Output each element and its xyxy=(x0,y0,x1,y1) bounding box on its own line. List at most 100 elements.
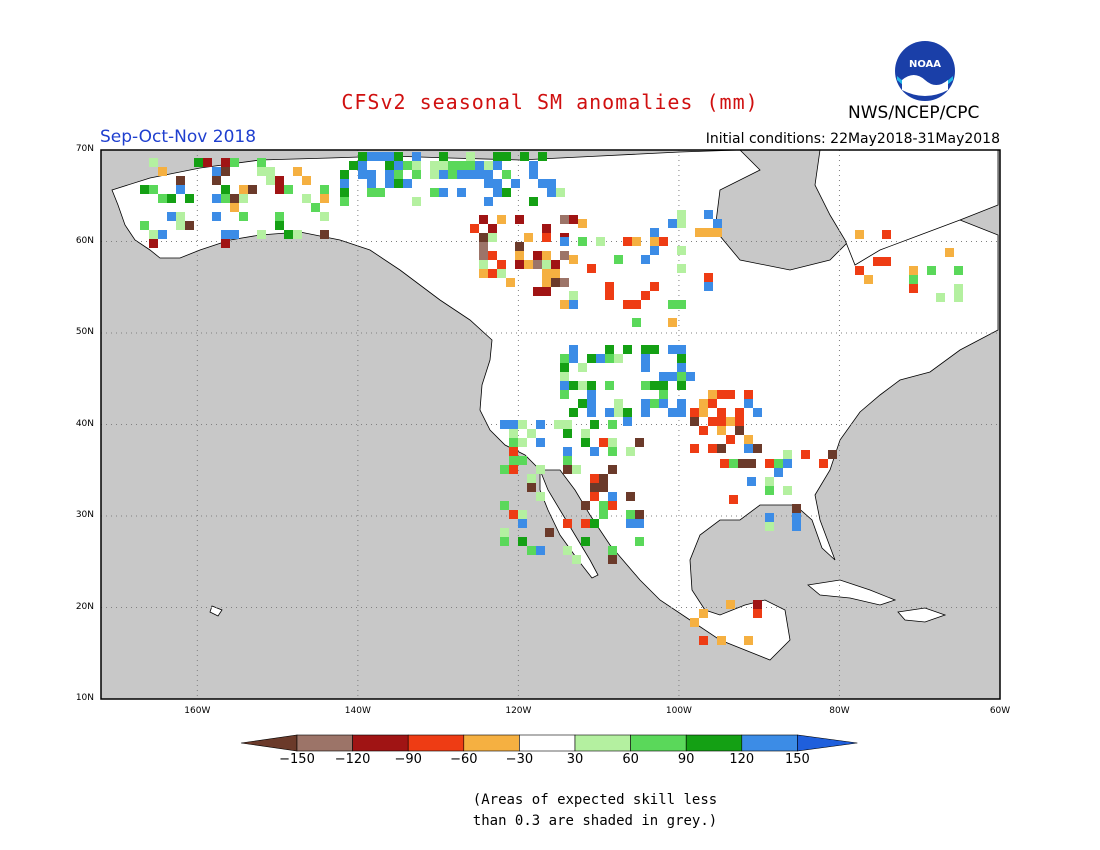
anomaly-cell xyxy=(527,546,536,555)
anomaly-cell xyxy=(542,269,551,278)
anomaly-cell xyxy=(533,251,542,260)
anomaly-cell xyxy=(560,215,569,224)
anomaly-cell xyxy=(578,381,587,390)
anomaly-cell xyxy=(590,519,599,528)
anomaly-cell xyxy=(569,300,578,309)
anomaly-cell xyxy=(753,408,762,417)
anomaly-cell xyxy=(605,282,614,291)
colorbar-tick-label: −30 xyxy=(505,752,534,767)
colorbar-bin xyxy=(797,734,858,752)
anomaly-cell xyxy=(578,399,587,408)
anomaly-cell xyxy=(720,459,729,468)
anomaly-cell xyxy=(608,420,617,429)
anomaly-cell xyxy=(140,185,149,194)
anomaly-cell xyxy=(599,474,608,483)
anomaly-cell xyxy=(484,197,493,206)
colorbar-bin xyxy=(407,734,465,752)
anomaly-cell xyxy=(430,188,439,197)
anomaly-cell xyxy=(140,221,149,230)
anomaly-cell xyxy=(266,176,275,185)
anomaly-cell xyxy=(457,161,466,170)
anomaly-cell xyxy=(873,257,882,266)
anomaly-cell xyxy=(569,354,578,363)
anomaly-cell xyxy=(536,465,545,474)
anomaly-cell xyxy=(515,251,524,260)
anomaly-cell xyxy=(221,230,230,239)
anomaly-cell xyxy=(536,420,545,429)
anomaly-cell xyxy=(554,420,563,429)
anomaly-cell xyxy=(729,459,738,468)
anomaly-cell xyxy=(239,185,248,194)
anomaly-cell xyxy=(475,161,484,170)
colorbar-bin xyxy=(519,734,576,752)
anomaly-cell xyxy=(212,194,221,203)
anomaly-cell xyxy=(659,372,668,381)
anomaly-cell xyxy=(320,194,329,203)
anomaly-cell xyxy=(626,519,635,528)
anomaly-cell xyxy=(668,300,677,309)
anomaly-cell xyxy=(623,408,632,417)
anomaly-cell xyxy=(650,246,659,255)
anomaly-cell xyxy=(596,354,605,363)
anomaly-cell xyxy=(488,224,497,233)
anomaly-cell xyxy=(587,264,596,273)
anomaly-cell xyxy=(176,221,185,230)
anomaly-cell xyxy=(529,170,538,179)
anomaly-cell xyxy=(551,260,560,269)
longitude-tick-label: 120W xyxy=(505,706,532,716)
anomaly-cell xyxy=(614,408,623,417)
anomaly-cell xyxy=(275,221,284,230)
anomaly-cell xyxy=(635,519,644,528)
anomaly-cell xyxy=(578,237,587,246)
anomaly-cell xyxy=(266,167,275,176)
anomaly-cell xyxy=(614,255,623,264)
anomaly-cell xyxy=(194,158,203,167)
anomaly-cell xyxy=(239,194,248,203)
anomaly-cell xyxy=(439,161,448,170)
anomaly-cell xyxy=(717,636,726,645)
anomaly-cell xyxy=(578,363,587,372)
anomaly-cell xyxy=(623,345,632,354)
colorbar-bin xyxy=(574,734,631,752)
anomaly-cell xyxy=(677,300,686,309)
anomaly-cell xyxy=(230,203,239,212)
anomaly-cell xyxy=(509,510,518,519)
anomaly-cell xyxy=(349,161,358,170)
anomaly-cell xyxy=(560,278,569,287)
anomaly-cell xyxy=(954,284,963,293)
anomaly-cell xyxy=(542,251,551,260)
anomaly-cell xyxy=(403,161,412,170)
anomaly-cell xyxy=(641,291,650,300)
anomaly-cell xyxy=(497,269,506,278)
anomaly-cell xyxy=(509,420,518,429)
land-baja xyxy=(539,469,599,579)
longitude-tick-label: 60W xyxy=(989,706,1011,716)
anomaly-cell xyxy=(212,176,221,185)
anomaly-cell xyxy=(547,188,556,197)
anomaly-cell xyxy=(747,459,756,468)
anomaly-cell xyxy=(551,278,560,287)
anomaly-cell xyxy=(221,185,230,194)
anomaly-cell xyxy=(542,233,551,242)
anomaly-cell xyxy=(385,161,394,170)
anomaly-cell xyxy=(792,522,801,531)
anomaly-cell xyxy=(376,152,385,161)
anomaly-cell xyxy=(569,291,578,300)
anomaly-cell xyxy=(726,435,735,444)
anomaly-cell xyxy=(524,260,533,269)
anomaly-cell xyxy=(533,287,542,296)
anomaly-cell xyxy=(765,459,774,468)
anomaly-cell xyxy=(587,354,596,363)
land-cuba xyxy=(807,579,897,606)
anomaly-cell xyxy=(608,438,617,447)
anomaly-cell xyxy=(632,300,641,309)
colorbar-tick-label: −150 xyxy=(279,752,315,767)
anomaly-cell xyxy=(488,251,497,260)
anomaly-cell xyxy=(515,260,524,269)
anomaly-cell xyxy=(563,429,572,438)
anomaly-cell xyxy=(560,381,569,390)
anomaly-cell xyxy=(650,399,659,408)
anomaly-cell xyxy=(239,212,248,221)
anomaly-cell xyxy=(909,275,918,284)
anomaly-cell xyxy=(167,194,176,203)
